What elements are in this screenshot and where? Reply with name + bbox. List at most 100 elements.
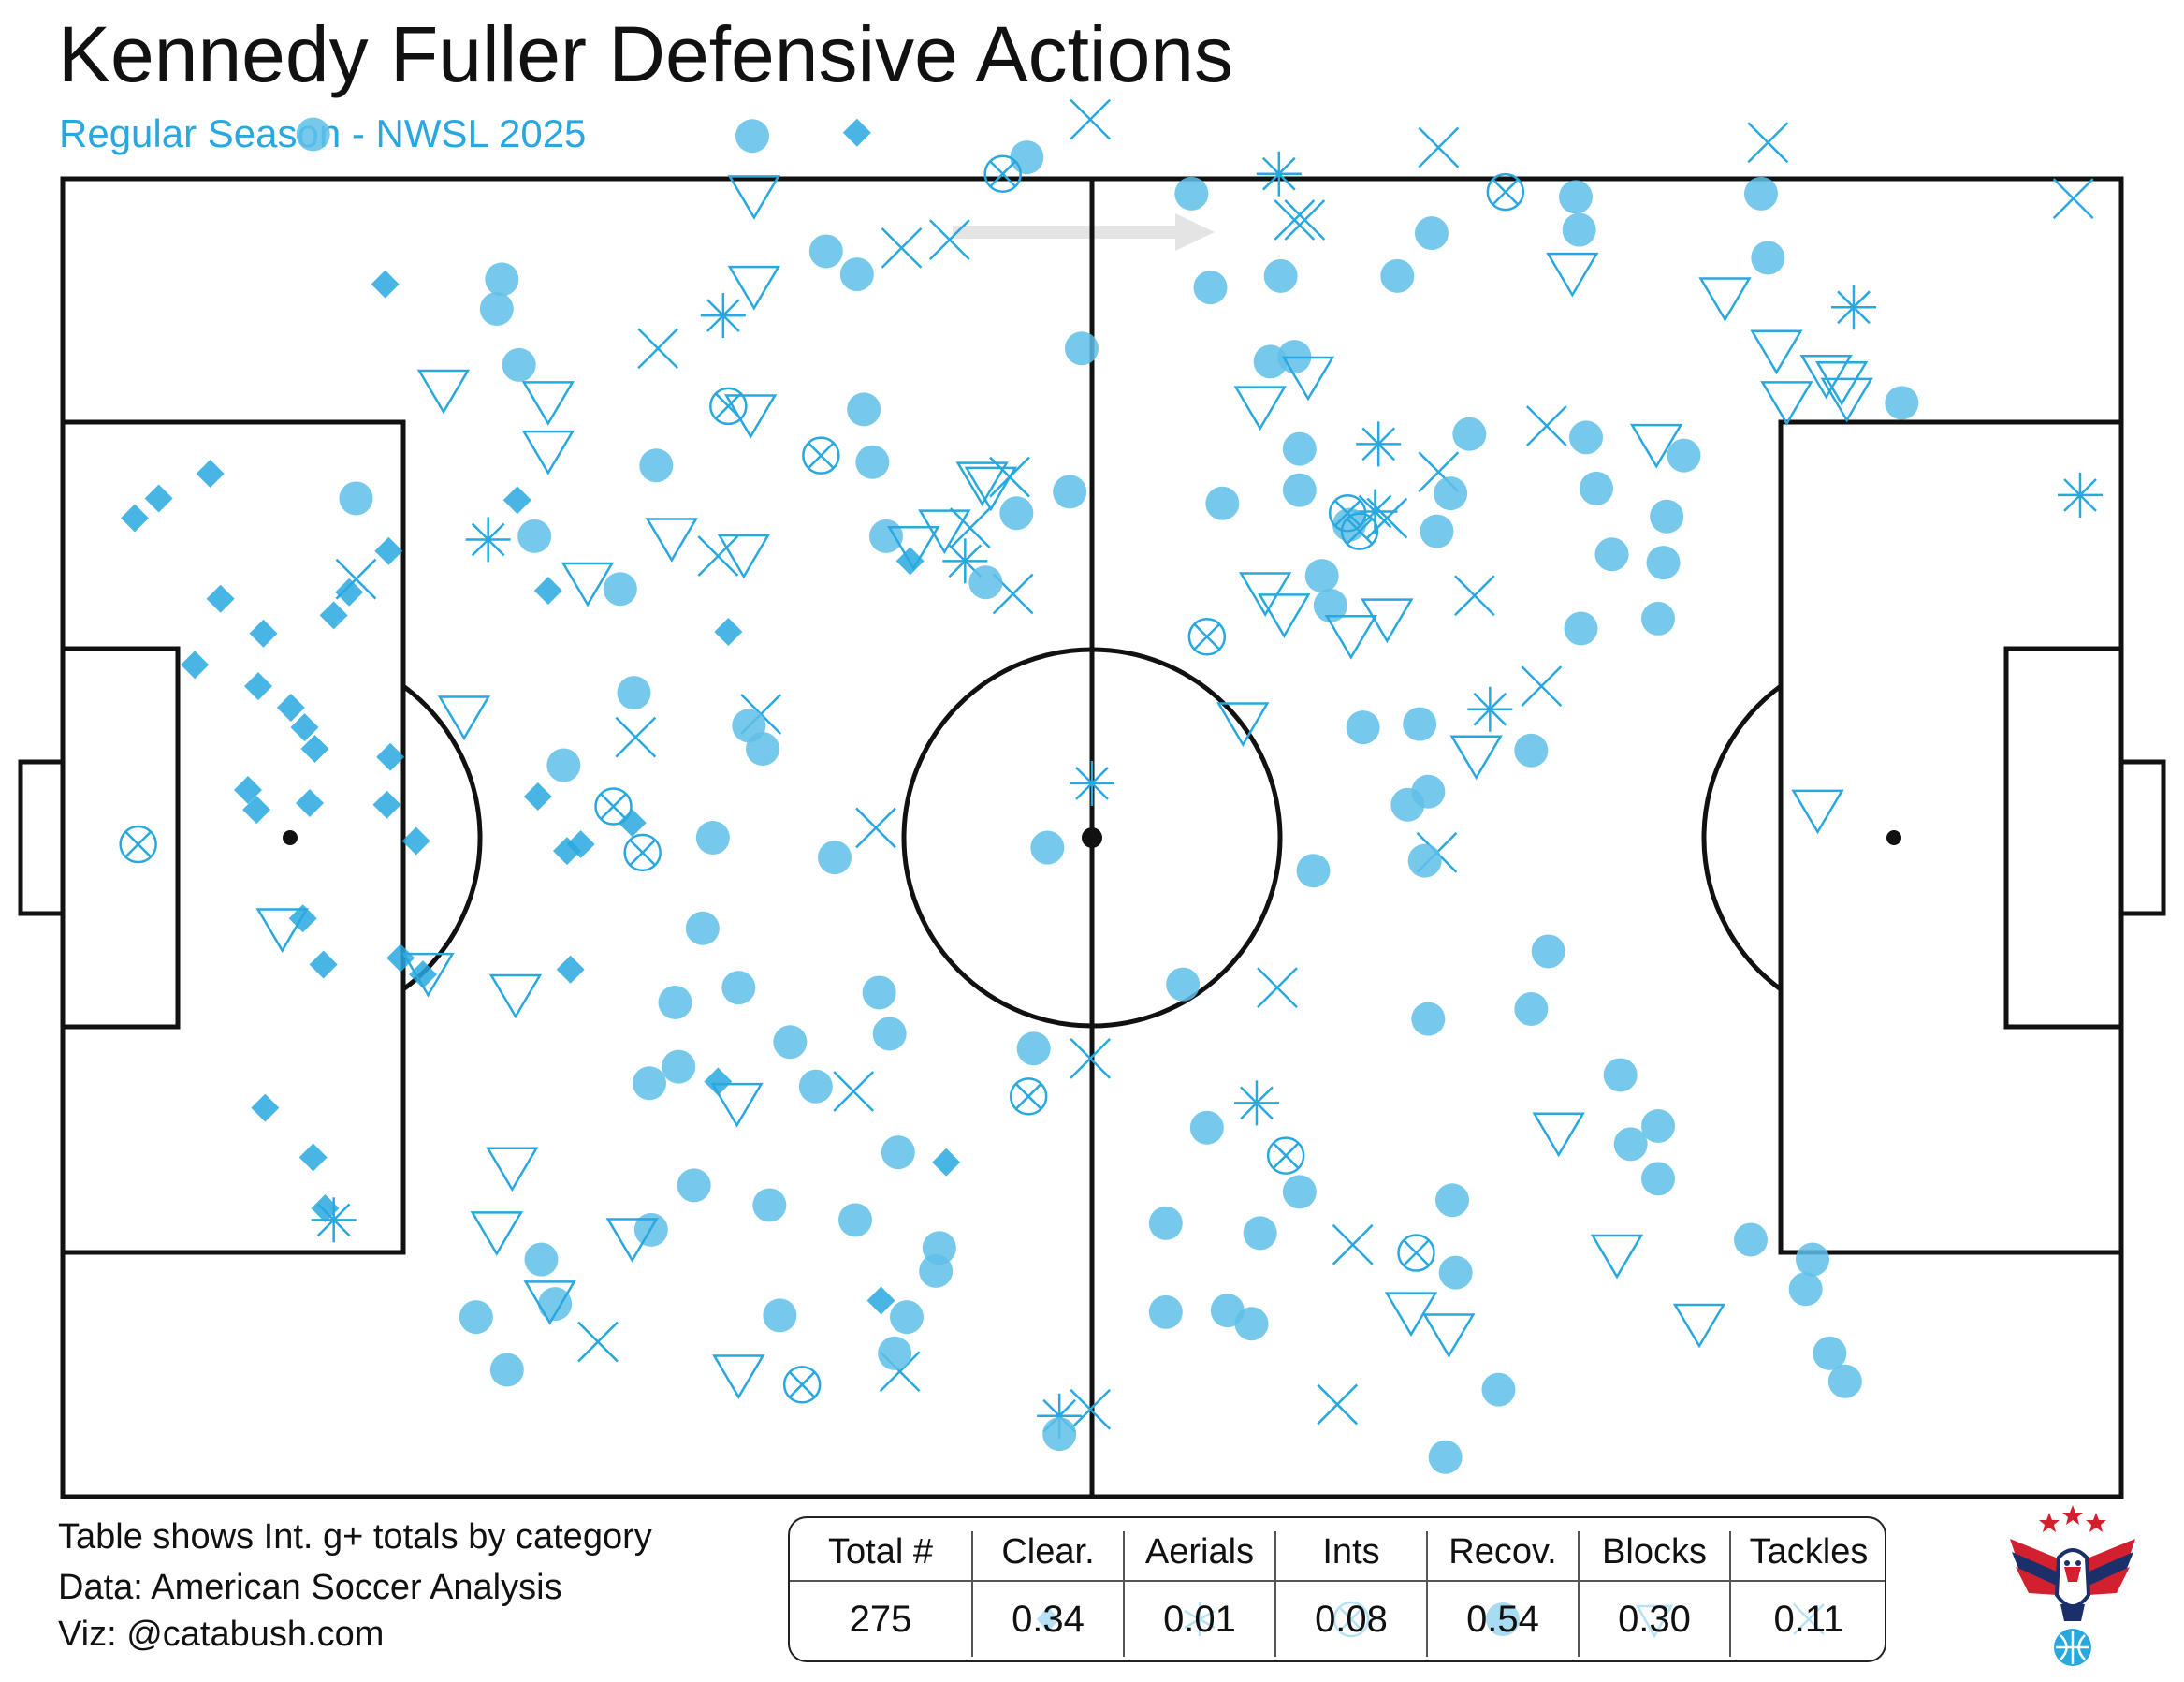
header-clear: Clear. <box>1001 1532 1095 1572</box>
blocks-marker <box>887 525 940 571</box>
clear-marker <box>298 1143 328 1172</box>
clear-marker <box>374 536 403 565</box>
recov-marker <box>1559 180 1593 214</box>
ints-marker <box>1284 199 1326 241</box>
blocks-marker <box>727 265 781 311</box>
recov-marker <box>735 119 769 154</box>
blocks-marker <box>1760 381 1813 426</box>
clear-marker <box>206 584 235 613</box>
clear-marker <box>932 1148 961 1177</box>
clear-marker <box>335 578 364 607</box>
blocks-marker <box>1233 386 1287 431</box>
blocks-marker <box>712 1354 765 1399</box>
recov-marker <box>1564 611 1598 646</box>
recov-marker <box>1234 1307 1269 1341</box>
recov-marker <box>878 1336 912 1370</box>
ints-marker <box>1521 665 1563 707</box>
tackles-marker <box>709 387 748 426</box>
recov-marker <box>1148 1294 1183 1329</box>
blocks-marker <box>1422 1313 1476 1358</box>
ints-marker <box>1070 1037 1112 1079</box>
blocks-marker <box>1698 277 1752 322</box>
tackles-marker <box>594 787 633 826</box>
blocks-marker <box>1590 1234 1644 1280</box>
recov-marker <box>1603 1058 1638 1092</box>
aerials-marker <box>2058 472 2103 518</box>
ints-marker <box>335 558 377 600</box>
recov-marker <box>1813 1336 1847 1370</box>
blocks-marker <box>416 369 471 415</box>
clear-marker <box>121 504 149 533</box>
ints-marker <box>833 1071 875 1112</box>
blocks-marker <box>1216 702 1270 748</box>
recov-marker <box>1304 559 1339 593</box>
recov-marker <box>517 519 552 553</box>
recov-marker <box>1613 1127 1648 1162</box>
recov-marker <box>922 1231 956 1265</box>
aerials-marker <box>1467 686 1513 732</box>
recov-marker <box>721 971 756 1005</box>
blocks-marker <box>1799 354 1853 400</box>
recov-marker <box>1435 1183 1469 1218</box>
clear-marker <box>523 782 552 811</box>
blocks-marker <box>710 1082 764 1128</box>
blocks-marker <box>486 1147 539 1192</box>
recov-marker <box>1030 830 1065 865</box>
header-total: Total # <box>828 1532 933 1572</box>
recov-marker <box>1796 1242 1829 1277</box>
recov-marker <box>838 1203 872 1237</box>
recov-marker <box>1751 241 1785 275</box>
clear-marker <box>300 734 329 763</box>
clear-marker <box>409 960 437 989</box>
ints-marker <box>577 1321 619 1363</box>
recov-marker <box>502 347 536 382</box>
clear-marker <box>296 789 324 818</box>
recov-marker <box>538 1287 573 1322</box>
recov-marker <box>1514 992 1549 1027</box>
recov-marker <box>339 481 373 516</box>
value-aerials: 0.01 <box>1163 1599 1236 1640</box>
ints-marker <box>637 328 679 370</box>
aerials-marker <box>465 517 511 563</box>
recov-marker <box>847 392 881 427</box>
clear-marker <box>714 618 743 646</box>
recov-marker <box>1282 1175 1317 1209</box>
recov-marker <box>1166 967 1201 1002</box>
recov-marker <box>617 676 651 710</box>
value-ints: 0.08 <box>1315 1599 1388 1640</box>
blocks-marker <box>717 534 771 579</box>
clear-marker <box>309 950 338 979</box>
left-six-yard-box <box>60 646 181 1030</box>
clear-marker <box>242 796 271 825</box>
clear-marker <box>290 713 319 742</box>
recov-marker <box>1827 1364 1862 1398</box>
tackles-marker <box>1187 618 1227 656</box>
recov-marker <box>1174 176 1209 211</box>
recov-marker <box>752 1188 787 1222</box>
recov-marker <box>881 1135 915 1170</box>
ints-marker <box>881 227 923 269</box>
ints-marker <box>697 535 739 577</box>
recov-marker <box>1514 733 1549 768</box>
blocks-marker <box>1281 356 1335 402</box>
blocks-marker <box>521 381 575 426</box>
ints-marker <box>1453 575 1495 617</box>
ints-marker <box>1070 98 1112 140</box>
recov-marker <box>1594 537 1629 572</box>
eagle-logo-icon <box>2010 1505 2135 1666</box>
right-penalty-spot <box>1886 830 1901 845</box>
blocks-marker <box>521 430 575 475</box>
recov-marker <box>1434 476 1468 511</box>
blocks-marker <box>1449 735 1503 781</box>
blocks-marker <box>1629 423 1683 469</box>
col-separator <box>1123 1531 1125 1657</box>
clear-marker <box>386 943 415 973</box>
tackles-marker <box>1340 512 1379 550</box>
tackles-marker <box>782 1366 822 1404</box>
value-clear: 0.34 <box>1012 1599 1085 1640</box>
blocks-marker <box>255 908 309 954</box>
recov-marker <box>1481 1372 1516 1407</box>
clear-marker <box>566 830 595 859</box>
header-ints: Ints <box>1322 1532 1380 1572</box>
clear-marker <box>319 601 348 630</box>
